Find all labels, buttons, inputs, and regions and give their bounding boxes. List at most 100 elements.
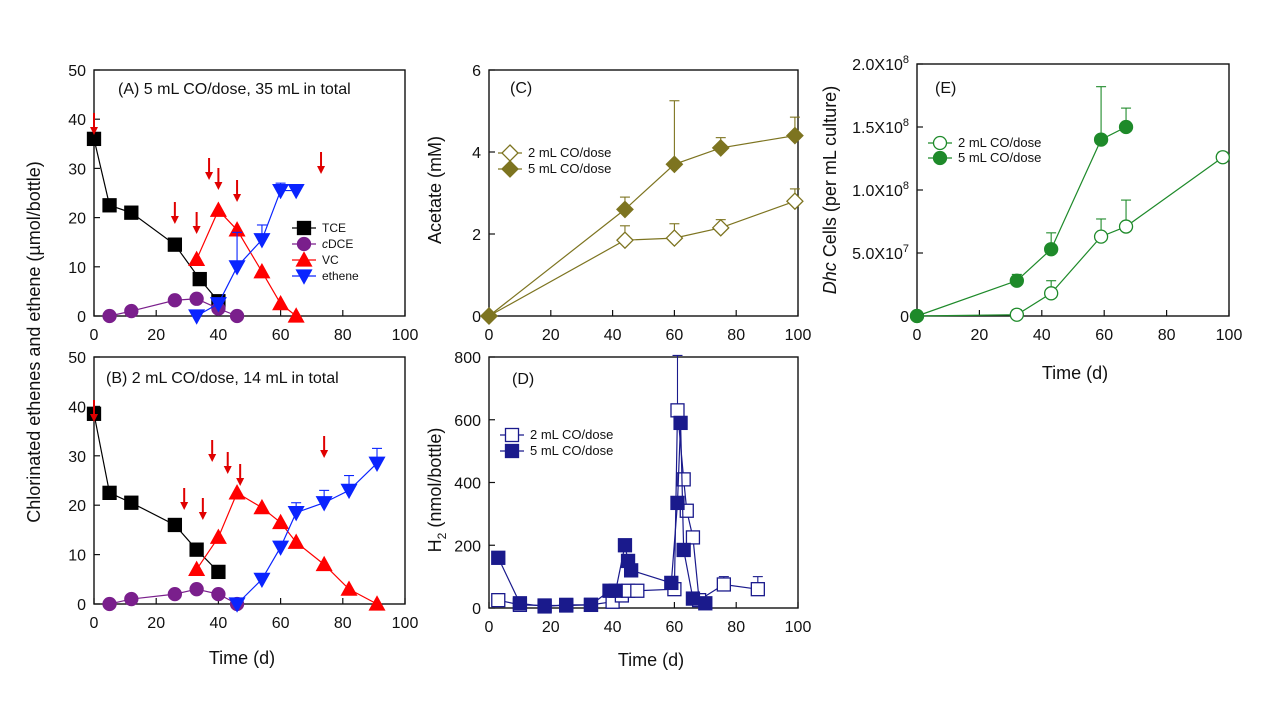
panel-b-x-tick-label: 80: [334, 615, 352, 632]
panel-d-y-tick-label: 800: [454, 350, 481, 367]
panel-e-series-line: [916, 156, 1224, 317]
panel-b-annotation: (B) 2 mL CO/dose, 14 mL in total: [106, 370, 339, 387]
panel-a-data-point: [253, 233, 271, 249]
panel-a-y-tick-label: 0: [77, 309, 86, 326]
panel-b-data-point: [228, 484, 246, 500]
panel-d-data-point: [617, 538, 633, 553]
panel-b-data-point: [167, 517, 183, 533]
panel-a-data-point: [102, 308, 117, 324]
dose-arrow-head: [170, 216, 179, 224]
panel-a-annotation: (A) 5 mL CO/dose, 35 mL in total: [118, 81, 351, 98]
panel-a-data-point: [272, 183, 290, 200]
panel-d-x-tick-label: 40: [604, 619, 622, 636]
panel-e-data-point: [1044, 242, 1059, 257]
panel-b: 0 20 40 60 80 100 0 10 20 30 40 50: [68, 350, 418, 632]
panel-b-data-point: [124, 591, 139, 607]
panel-d-data-point: [673, 415, 688, 431]
panel-a-data-point: [228, 260, 246, 276]
dose-arrow-head: [205, 172, 214, 180]
panel-a-data-point: [189, 291, 204, 306]
panel-b-series-3: [228, 447, 386, 613]
legend-label: 5 mL CO/dose: [528, 161, 611, 176]
dose-arrow-head: [208, 454, 217, 462]
panel-a-data-point: [188, 250, 206, 267]
panel-a-data-point: [272, 294, 290, 311]
panel-c-x-tick-label: 40: [604, 327, 622, 344]
panel-b-data-point: [340, 580, 358, 596]
dose-arrow-head: [192, 226, 201, 234]
panel-b-data-point: [228, 597, 246, 613]
legend-marker: [501, 144, 519, 162]
panel-d-y-axis-label: H2 (nmol/bottle): [425, 428, 449, 553]
panel-d-data-point: [670, 403, 685, 418]
panel-e-x-tick-label: 100: [1216, 327, 1243, 344]
panel-c-data-point: [711, 138, 730, 157]
panel-d-x-tick-label: 20: [542, 619, 560, 636]
panel-d-data-point: [670, 495, 685, 511]
panel-d-data-point: [676, 472, 691, 487]
legend-label: TCE: [322, 221, 346, 235]
panel-b-data-point: [189, 542, 204, 557]
panel-d-data-point: [491, 550, 506, 565]
legend-label: 5 mL CO/dose: [958, 150, 1041, 165]
panel-e-y-axis-label: Dhc Cells (per mL culture): [820, 86, 840, 294]
legend-marker: [296, 236, 312, 252]
panel-d-data-point: [685, 591, 701, 606]
panel-d-data-point: [716, 577, 731, 592]
panel-a-data-point: [287, 307, 305, 323]
panel-c-data-point: [665, 229, 684, 248]
panel-e-data-point: [1093, 229, 1109, 244]
panel-a-series-2: [188, 201, 305, 323]
panel-b-series-2: [188, 484, 386, 611]
legend-marker: [295, 269, 313, 285]
panel-c-annotation: (C): [510, 80, 532, 97]
panel-b-data-point: [211, 564, 226, 580]
panel-a-data-point: [287, 183, 305, 200]
panel-e-y-tick-label: 5.0X107: [852, 243, 909, 263]
panel-d-x-axis-label: Time (d): [618, 650, 684, 670]
panel-b-data-point: [340, 483, 358, 500]
panel-e-annotation: (E): [935, 80, 956, 97]
panel-d-y-tick-label: 600: [454, 413, 481, 430]
panel-d-data-point: [685, 530, 701, 545]
panel-e-y-tick-label: 1.5X108: [852, 117, 909, 137]
panel-c-data-point: [785, 126, 804, 145]
panel-c-series-line: [488, 200, 796, 317]
panel-a: 0 20 40 60 80 100 0 10 20 30 40 50 TCE cDCE VC ethene: [68, 63, 418, 344]
panel-a-data-point: [192, 271, 207, 287]
panel-b-data-point: [211, 586, 226, 602]
panel-b-x-tick-label: 0: [90, 615, 99, 632]
panel-d-data-point: [583, 597, 599, 613]
panel-d-data-point: [630, 583, 645, 598]
panel-c-series-0: [480, 188, 804, 325]
panel-e-y-tick-label: 0: [900, 309, 909, 326]
panel-b-data-point: [253, 498, 271, 515]
panel-c-x-tick-label: 20: [542, 327, 560, 344]
panel-b-y-tick-label: 40: [68, 399, 86, 416]
panel-a-y-tick-label: 50: [68, 63, 86, 80]
panel-b-y-tick-label: 50: [68, 350, 86, 367]
dose-arrow-head: [233, 194, 242, 202]
panel-b-data-point: [368, 595, 386, 611]
panel-d-data-point: [623, 563, 639, 578]
panel-d-series-line: [497, 422, 706, 608]
panel-a-x-tick-label: 0: [90, 327, 99, 344]
panel-e-x-tick-label: 0: [913, 327, 922, 344]
panel-a-series-3: [188, 182, 305, 325]
legend-label: 2 mL CO/dose: [530, 427, 613, 442]
panel-b-data-point: [102, 596, 117, 612]
panel-a-data-point: [124, 303, 139, 319]
panel-b-data-point: [315, 496, 333, 512]
panel-b-y-tick-label: 30: [68, 449, 86, 466]
panel-c-y-tick-label: 4: [472, 145, 481, 162]
legend-label: 2 mL CO/dose: [958, 135, 1041, 150]
panel-b-data-point: [253, 572, 271, 589]
panel-d-data-point: [537, 599, 552, 614]
panel-c-data-point: [665, 155, 684, 174]
panel-e-data-point: [1118, 219, 1134, 234]
panel-b-data-point: [272, 540, 290, 556]
